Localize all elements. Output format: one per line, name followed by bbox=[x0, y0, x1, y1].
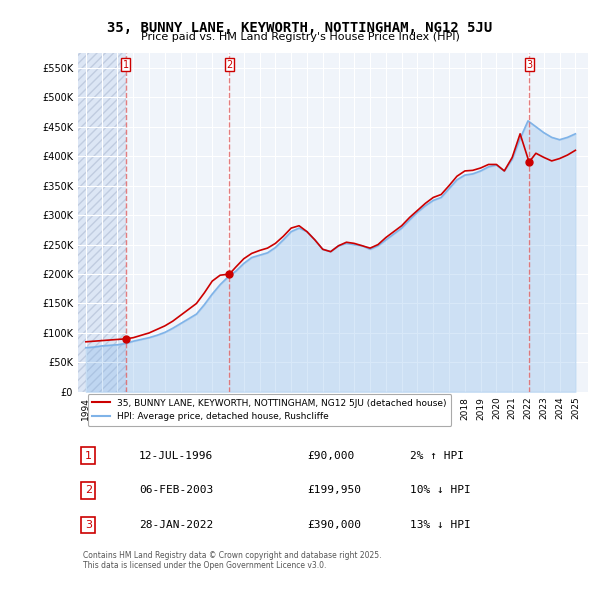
Text: 2: 2 bbox=[85, 485, 92, 495]
Text: Contains HM Land Registry data © Crown copyright and database right 2025.
This d: Contains HM Land Registry data © Crown c… bbox=[83, 550, 382, 570]
Text: £390,000: £390,000 bbox=[308, 520, 361, 530]
Legend: 35, BUNNY LANE, KEYWORTH, NOTTINGHAM, NG12 5JU (detached house), HPI: Average pr: 35, BUNNY LANE, KEYWORTH, NOTTINGHAM, NG… bbox=[88, 394, 451, 425]
Text: 10% ↓ HPI: 10% ↓ HPI bbox=[409, 485, 470, 495]
Text: 12-JUL-1996: 12-JUL-1996 bbox=[139, 451, 214, 461]
Text: 35, BUNNY LANE, KEYWORTH, NOTTINGHAM, NG12 5JU: 35, BUNNY LANE, KEYWORTH, NOTTINGHAM, NG… bbox=[107, 21, 493, 35]
Text: 28-JAN-2022: 28-JAN-2022 bbox=[139, 520, 214, 530]
Text: 1: 1 bbox=[123, 60, 129, 70]
Bar bbox=[78, 53, 126, 392]
Text: 13% ↓ HPI: 13% ↓ HPI bbox=[409, 520, 470, 530]
Text: 1: 1 bbox=[85, 451, 92, 461]
Text: 06-FEB-2003: 06-FEB-2003 bbox=[139, 485, 214, 495]
Text: 2% ↑ HPI: 2% ↑ HPI bbox=[409, 451, 464, 461]
Text: £90,000: £90,000 bbox=[308, 451, 355, 461]
Text: 2: 2 bbox=[226, 60, 233, 70]
Text: £199,950: £199,950 bbox=[308, 485, 361, 495]
Text: Price paid vs. HM Land Registry's House Price Index (HPI): Price paid vs. HM Land Registry's House … bbox=[140, 32, 460, 42]
Text: 3: 3 bbox=[526, 60, 532, 70]
Text: 3: 3 bbox=[85, 520, 92, 530]
